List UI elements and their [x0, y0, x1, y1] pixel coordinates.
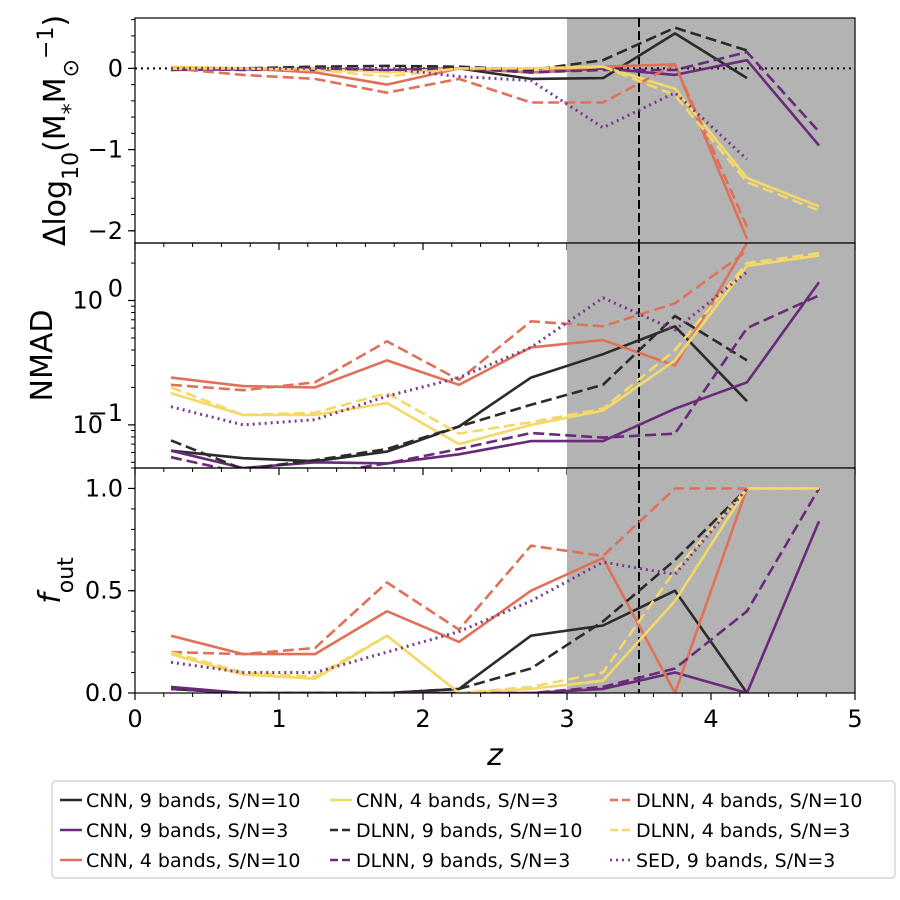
legend-label: DLNN, 9 bands, S/N=3	[356, 850, 570, 872]
y-tick-label: 0.5	[85, 577, 123, 605]
y-axis-label: Δlog10(M*M⊙−1)	[34, 15, 84, 246]
series-line	[171, 66, 749, 161]
legend-frame	[51, 780, 896, 879]
x-tick-label: 2	[415, 705, 430, 733]
series-group	[170, 243, 821, 468]
series-line	[171, 65, 820, 212]
y-axis-label: NMAD	[25, 310, 60, 402]
y-tick-label: 10	[72, 411, 103, 439]
y-tick-label: 0.0	[85, 679, 123, 707]
series-line	[170, 487, 749, 674]
series-group	[170, 487, 821, 693]
series-line	[170, 314, 748, 468]
y-tick-label: 1.0	[85, 474, 123, 502]
x-tick-label: 5	[847, 705, 862, 733]
shaded-region	[567, 18, 855, 243]
series-line	[170, 520, 821, 693]
y-tick-exponent: 0	[108, 275, 123, 303]
series-line	[170, 63, 749, 228]
legend-label: DLNN, 4 bands, S/N=10	[636, 790, 862, 812]
legend-label: CNN, 4 bands, S/N=3	[356, 790, 558, 812]
series-line	[170, 488, 749, 693]
series-line	[170, 487, 748, 693]
legend-label: DLNN, 9 bands, S/N=10	[356, 820, 582, 842]
series-line	[170, 251, 820, 435]
series-line	[170, 487, 747, 656]
series-line	[170, 487, 819, 693]
legend-label: CNN, 9 bands, S/N=3	[86, 820, 288, 842]
y-axis-label: fout	[33, 557, 79, 604]
legend-label: DLNN, 4 bands, S/N=3	[636, 820, 850, 842]
series-group	[170, 26, 820, 240]
y-tick-label: −1	[88, 136, 123, 164]
y-tick-label: −2	[88, 217, 123, 245]
x-tick-label: 4	[703, 705, 718, 733]
x-tick-label: 1	[271, 705, 286, 733]
panel-frame	[134, 467, 856, 694]
series-line	[170, 487, 821, 693]
series-line	[170, 249, 748, 392]
y-tick-label: 10	[72, 287, 103, 315]
y-tick-exponent: −1	[88, 399, 123, 427]
shaded-region	[567, 243, 855, 468]
panel-f-out: 0.0 0.5 1.0 fout	[33, 467, 856, 707]
x-axis-label: z	[486, 738, 504, 773]
series-line	[170, 294, 820, 468]
series-line	[170, 50, 820, 133]
x-tick-label: 3	[559, 705, 574, 733]
legend-label: CNN, 4 bands, S/N=10	[86, 850, 300, 872]
y-tick-label: 0	[108, 54, 123, 82]
legend: CNN, 9 bands, S/N=10 CNN, 9 bands, S/N=3 C…	[51, 780, 896, 879]
legend-label: CNN, 9 bands, S/N=10	[86, 790, 300, 812]
x-tick-label: 0	[127, 705, 142, 733]
legend-label: SED, 9 bands, S/N=3	[636, 850, 835, 872]
